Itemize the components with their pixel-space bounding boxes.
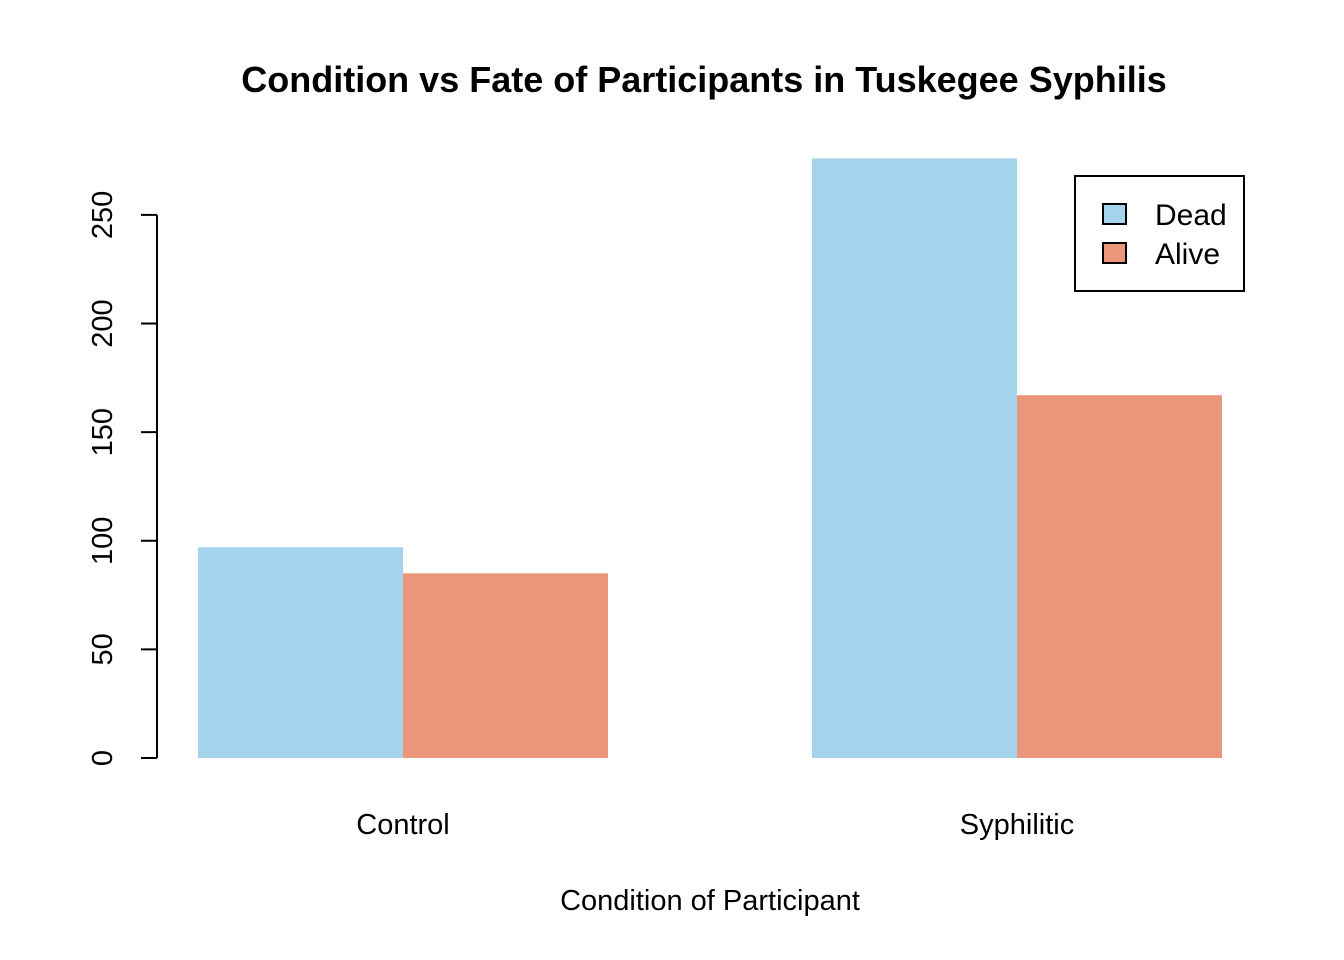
bars-group	[198, 158, 1222, 758]
legend-swatch-dead	[1102, 203, 1127, 225]
x-tick-labels: Control Syphilitic	[356, 809, 1074, 841]
bar-control-alive	[403, 573, 608, 758]
y-tick-label: 250	[87, 191, 119, 239]
legend-swatch-alive	[1102, 242, 1127, 264]
y-tick-label: 200	[87, 299, 119, 347]
y-axis: 0 50 100 150 200 250	[87, 191, 158, 766]
x-axis-label: Condition of Participant	[560, 885, 860, 917]
y-tick-label: 150	[87, 408, 119, 456]
bar-syphilitic-dead	[812, 158, 1017, 758]
bar-syphilitic-alive	[1017, 395, 1222, 758]
y-tick-label: 100	[87, 517, 119, 565]
x-tick-label-syphilitic: Syphilitic	[960, 809, 1074, 841]
legend-label-dead: Dead	[1155, 199, 1227, 232]
legend-box	[1074, 175, 1245, 292]
x-tick-label-control: Control	[356, 809, 450, 841]
bar-control-dead	[198, 547, 403, 758]
legend: Dead Alive	[1074, 175, 1245, 292]
y-tick-label: 0	[87, 750, 119, 766]
legend-label-alive: Alive	[1155, 238, 1220, 271]
chart-title: Condition vs Fate of Participants in Tus…	[241, 59, 1167, 100]
y-tick-label: 50	[87, 633, 119, 665]
